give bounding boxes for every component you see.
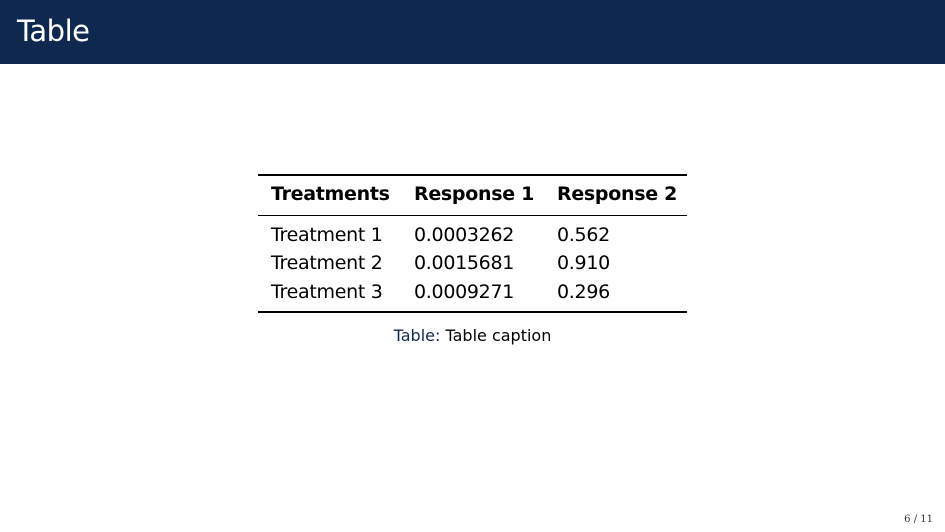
header-response-1: Response 1: [414, 183, 535, 205]
cell-response-1: 0.0003262: [414, 224, 515, 246]
cell-response-2: 0.296: [557, 281, 610, 303]
cell-treatment: Treatment 3: [271, 281, 383, 303]
header-treatments: Treatments: [271, 183, 390, 205]
header-response-2: Response 2: [557, 183, 678, 205]
table-caption: Table: Table caption: [0, 326, 945, 345]
cell-treatment: Treatment 1: [271, 224, 383, 246]
caption-text: Table caption: [445, 326, 552, 345]
frame-title-bar: Table: [0, 0, 945, 64]
cell-response-2: 0.910: [557, 252, 610, 274]
cell-response-2: 0.562: [557, 224, 610, 246]
mid-rule: [258, 215, 687, 216]
cell-response-1: 0.0015681: [414, 252, 515, 274]
page-number: 6 / 11: [904, 514, 933, 525]
cell-response-1: 0.0009271: [414, 281, 515, 303]
top-rule: [258, 174, 687, 176]
caption-label: Table:: [393, 326, 441, 345]
bottom-rule: [258, 311, 687, 313]
cell-treatment: Treatment 2: [271, 252, 383, 274]
slide-title: Table: [17, 14, 90, 48]
